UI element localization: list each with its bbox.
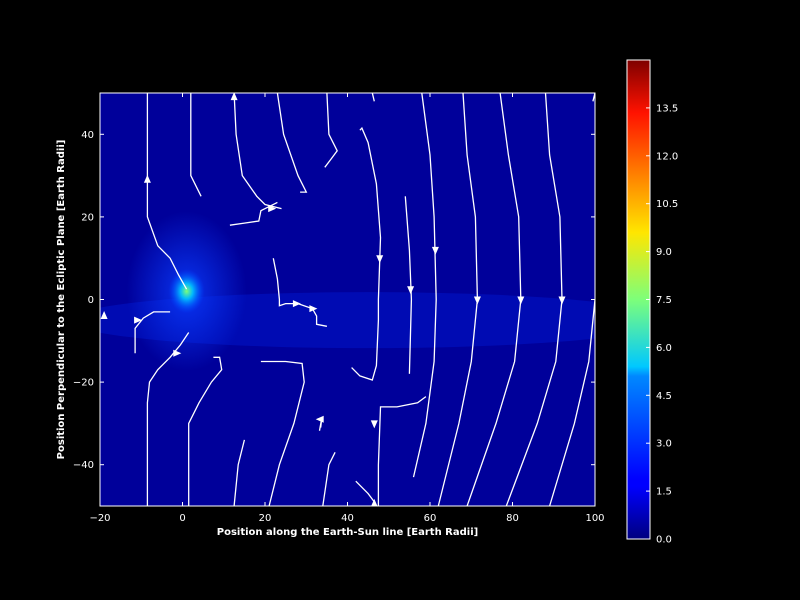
streamline-arrow	[143, 174, 151, 183]
x-axis-label: Position along the Earth-Sun line [Earth…	[217, 527, 478, 538]
y-tick-label: −20	[73, 378, 94, 389]
streamline	[371, 93, 375, 102]
heatmap-hotspot	[168, 269, 205, 314]
streamline	[146, 93, 188, 290]
streamline-arrow	[230, 93, 238, 101]
colorbar-tick-label: 0.0	[656, 535, 672, 546]
streamline	[276, 93, 308, 193]
streamline-arrow	[309, 305, 318, 313]
y-tick-label: 0	[88, 295, 94, 306]
colorbar-tick-label: 6.0	[656, 343, 672, 354]
streamline-arrow	[173, 349, 182, 357]
y-tick-label: 40	[81, 130, 94, 141]
streamline-arrow	[376, 255, 384, 264]
x-tick-label: 20	[259, 513, 272, 524]
streamline	[233, 93, 282, 210]
streamline	[190, 93, 202, 197]
plot-area	[99, 92, 596, 507]
streamline-arrow	[315, 415, 324, 423]
streamline	[233, 439, 246, 506]
x-tick-label: 0	[179, 513, 185, 524]
streamline	[188, 356, 223, 506]
colorbar-tick-label: 13.5	[656, 103, 678, 114]
streamline-arrow	[370, 420, 378, 429]
streamline-arrow	[431, 246, 439, 255]
streamline-arrow	[558, 296, 566, 305]
colorbar-tick-label: 12.0	[656, 151, 678, 162]
colorbar-tick-label: 10.5	[656, 199, 678, 210]
streamline	[146, 332, 190, 506]
colorbar-tick-label: 7.5	[656, 295, 672, 306]
x-tick-label: 80	[506, 513, 519, 524]
streamline	[272, 258, 328, 327]
colorbar-tick-label: 4.5	[656, 391, 672, 402]
streamline	[322, 452, 336, 506]
y-axis-label: Position Perpendicular to the Ecliptic P…	[56, 140, 67, 460]
colorbar-tick-label: 1.5	[656, 487, 672, 498]
streamline	[548, 299, 595, 506]
streamline	[377, 396, 427, 506]
y-axis: −40 −20 0 20 40	[73, 130, 595, 471]
streamline	[324, 93, 338, 168]
streamline	[351, 126, 382, 381]
x-axis: −20 0 20 40 60 80 100	[89, 93, 605, 524]
x-tick-label: 40	[341, 513, 354, 524]
colorbar-tick-label: 9.0	[656, 247, 672, 258]
streamline-arrow	[371, 498, 378, 506]
streamline	[229, 201, 278, 226]
streamline-arrow	[292, 300, 301, 308]
streamline-arrow	[407, 286, 415, 295]
streamline-arrow	[517, 296, 525, 305]
x-tick-label: 60	[424, 513, 437, 524]
streamline	[412, 93, 437, 478]
colorbar: 0.0 1.5 3.0 4.5 6.0 7.5 9.0 10.5 12.0 13.5	[626, 59, 678, 546]
streamline-arrow	[268, 205, 277, 213]
streamline-arrows	[100, 93, 566, 506]
streamline-arrow	[100, 311, 108, 319]
streamline	[134, 311, 171, 354]
y-tick-label: −40	[73, 460, 94, 471]
y-tick-label: 20	[81, 212, 94, 223]
streamline	[355, 480, 375, 503]
colorbar-ticks: 0.0 1.5 3.0 4.5 6.0 7.5 9.0 10.5 12.0 13.5	[646, 103, 678, 546]
streamline-arrow	[473, 296, 481, 305]
streamline	[260, 360, 305, 506]
x-tick-label: 100	[585, 513, 604, 524]
streamline	[404, 196, 413, 374]
colorbar-tick-label: 3.0	[656, 439, 672, 450]
x-tick-label: −20	[89, 513, 110, 524]
streamline-arrow	[134, 316, 143, 324]
